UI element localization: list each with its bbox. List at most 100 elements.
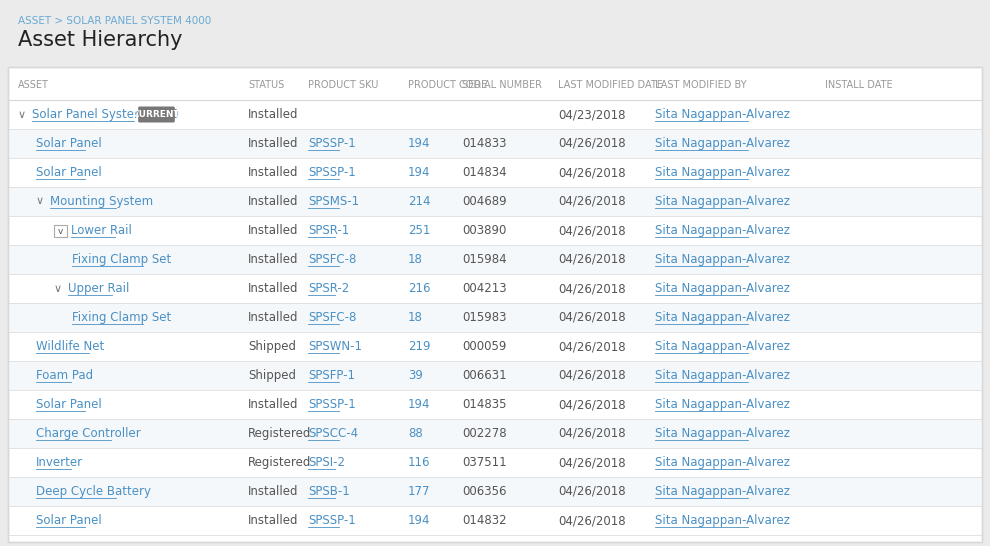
Text: Mounting System: Mounting System (50, 195, 153, 208)
Text: SERIAL NUMBER: SERIAL NUMBER (462, 80, 542, 90)
Bar (0, 0, 990, 67)
Text: SPSB-1: SPSB-1 (308, 485, 349, 498)
Text: Deep Cycle Battery: Deep Cycle Battery (36, 485, 151, 498)
Text: PRODUCT CODE: PRODUCT CODE (408, 80, 487, 90)
Text: LAST MODIFIED DATE: LAST MODIFIED DATE (558, 80, 663, 90)
Text: 015984: 015984 (462, 253, 507, 266)
Text: PRODUCT SKU: PRODUCT SKU (308, 80, 378, 90)
Bar (9, 419, 981, 448)
Text: SPSFC-8: SPSFC-8 (308, 311, 356, 324)
Text: Installed: Installed (248, 224, 299, 237)
Text: SPSWN-1: SPSWN-1 (308, 340, 362, 353)
Text: 39: 39 (408, 369, 423, 382)
Text: 015983: 015983 (462, 311, 507, 324)
Text: ∨: ∨ (36, 197, 45, 206)
Text: 04/26/2018: 04/26/2018 (558, 340, 626, 353)
Text: 194: 194 (408, 514, 431, 527)
Text: ASSET: ASSET (18, 80, 49, 90)
Text: 04/26/2018: 04/26/2018 (558, 166, 626, 179)
Text: Wildlife Net: Wildlife Net (36, 340, 104, 353)
Text: SPSCC-4: SPSCC-4 (308, 427, 358, 440)
Text: Sita Nagappan-Alvarez: Sita Nagappan-Alvarez (655, 514, 790, 527)
Text: SPSI-2: SPSI-2 (308, 456, 345, 469)
Text: SPSR-2: SPSR-2 (308, 282, 349, 295)
Text: Foam Pad: Foam Pad (36, 369, 93, 382)
Text: 003890: 003890 (462, 224, 506, 237)
FancyBboxPatch shape (139, 106, 175, 122)
Text: 04/23/2018: 04/23/2018 (558, 108, 626, 121)
Bar (9, 303, 981, 332)
Bar (8, 67, 982, 542)
Text: SPSSP-1: SPSSP-1 (308, 166, 355, 179)
Text: SPSSP-1: SPSSP-1 (308, 398, 355, 411)
Text: Sita Nagappan-Alvarez: Sita Nagappan-Alvarez (655, 224, 790, 237)
Text: 04/26/2018: 04/26/2018 (558, 369, 626, 382)
Text: Upper Rail: Upper Rail (68, 282, 130, 295)
Bar (8, 67, 982, 542)
Text: SPSFP-1: SPSFP-1 (308, 369, 355, 382)
Text: Fixing Clamp Set: Fixing Clamp Set (72, 253, 171, 266)
Text: Installed: Installed (248, 195, 299, 208)
Text: 18: 18 (408, 253, 423, 266)
Text: Installed: Installed (248, 108, 299, 121)
Text: Lower Rail: Lower Rail (71, 224, 132, 237)
Text: ∨: ∨ (18, 110, 26, 120)
Text: Shipped: Shipped (248, 340, 296, 353)
Text: Sita Nagappan-Alvarez: Sita Nagappan-Alvarez (655, 340, 790, 353)
Text: 014833: 014833 (462, 137, 507, 150)
Text: Solar Panel: Solar Panel (36, 166, 102, 179)
Text: 194: 194 (408, 398, 431, 411)
Text: 116: 116 (408, 456, 431, 469)
Text: Shipped: Shipped (248, 369, 296, 382)
Text: 04/26/2018: 04/26/2018 (558, 485, 626, 498)
Text: 251: 251 (408, 224, 431, 237)
Text: Solar Panel: Solar Panel (36, 514, 102, 527)
Text: Sita Nagappan-Alvarez: Sita Nagappan-Alvarez (655, 311, 790, 324)
Text: Solar Panel: Solar Panel (36, 398, 102, 411)
Bar (9, 129, 981, 158)
Text: Sita Nagappan-Alvarez: Sita Nagappan-Alvarez (655, 253, 790, 266)
Text: 037511: 037511 (462, 456, 507, 469)
Text: Installed: Installed (248, 282, 299, 295)
Text: 04/26/2018: 04/26/2018 (558, 514, 626, 527)
Text: 004213: 004213 (462, 282, 507, 295)
Text: LAST MODIFIED BY: LAST MODIFIED BY (655, 80, 746, 90)
Text: 219: 219 (408, 340, 431, 353)
Text: 04/26/2018: 04/26/2018 (558, 137, 626, 150)
Text: CURRENT: CURRENT (133, 110, 180, 119)
Text: Installed: Installed (248, 398, 299, 411)
Bar (54, 224, 67, 236)
Text: 214: 214 (408, 195, 431, 208)
Text: Sita Nagappan-Alvarez: Sita Nagappan-Alvarez (655, 137, 790, 150)
Text: Sita Nagappan-Alvarez: Sita Nagappan-Alvarez (655, 427, 790, 440)
Text: 18: 18 (408, 311, 423, 324)
Text: Installed: Installed (248, 166, 299, 179)
Text: 006356: 006356 (462, 485, 507, 498)
Bar (9, 187, 981, 216)
Text: 004689: 004689 (462, 195, 507, 208)
Text: 194: 194 (408, 166, 431, 179)
Text: 04/26/2018: 04/26/2018 (558, 282, 626, 295)
Text: Sita Nagappan-Alvarez: Sita Nagappan-Alvarez (655, 369, 790, 382)
Text: 002278: 002278 (462, 427, 507, 440)
Text: 000059: 000059 (462, 340, 506, 353)
Text: 04/26/2018: 04/26/2018 (558, 398, 626, 411)
Text: 88: 88 (408, 427, 423, 440)
Text: STATUS: STATUS (248, 80, 284, 90)
Text: v: v (57, 227, 63, 235)
Text: ASSET > SOLAR PANEL SYSTEM 4000: ASSET > SOLAR PANEL SYSTEM 4000 (18, 16, 211, 26)
Text: Sita Nagappan-Alvarez: Sita Nagappan-Alvarez (655, 456, 790, 469)
Text: Sita Nagappan-Alvarez: Sita Nagappan-Alvarez (655, 282, 790, 295)
Text: 216: 216 (408, 282, 431, 295)
Text: SPSSP-1: SPSSP-1 (308, 514, 355, 527)
Text: 014834: 014834 (462, 166, 507, 179)
Text: Installed: Installed (248, 137, 299, 150)
Bar (9, 477, 981, 506)
Text: 04/26/2018: 04/26/2018 (558, 427, 626, 440)
Text: SPSR-1: SPSR-1 (308, 224, 349, 237)
Text: 04/26/2018: 04/26/2018 (558, 253, 626, 266)
Text: ∨: ∨ (54, 283, 62, 294)
Text: Asset Hierarchy: Asset Hierarchy (18, 30, 182, 50)
Text: SPSFC-8: SPSFC-8 (308, 253, 356, 266)
Text: Sita Nagappan-Alvarez: Sita Nagappan-Alvarez (655, 398, 790, 411)
